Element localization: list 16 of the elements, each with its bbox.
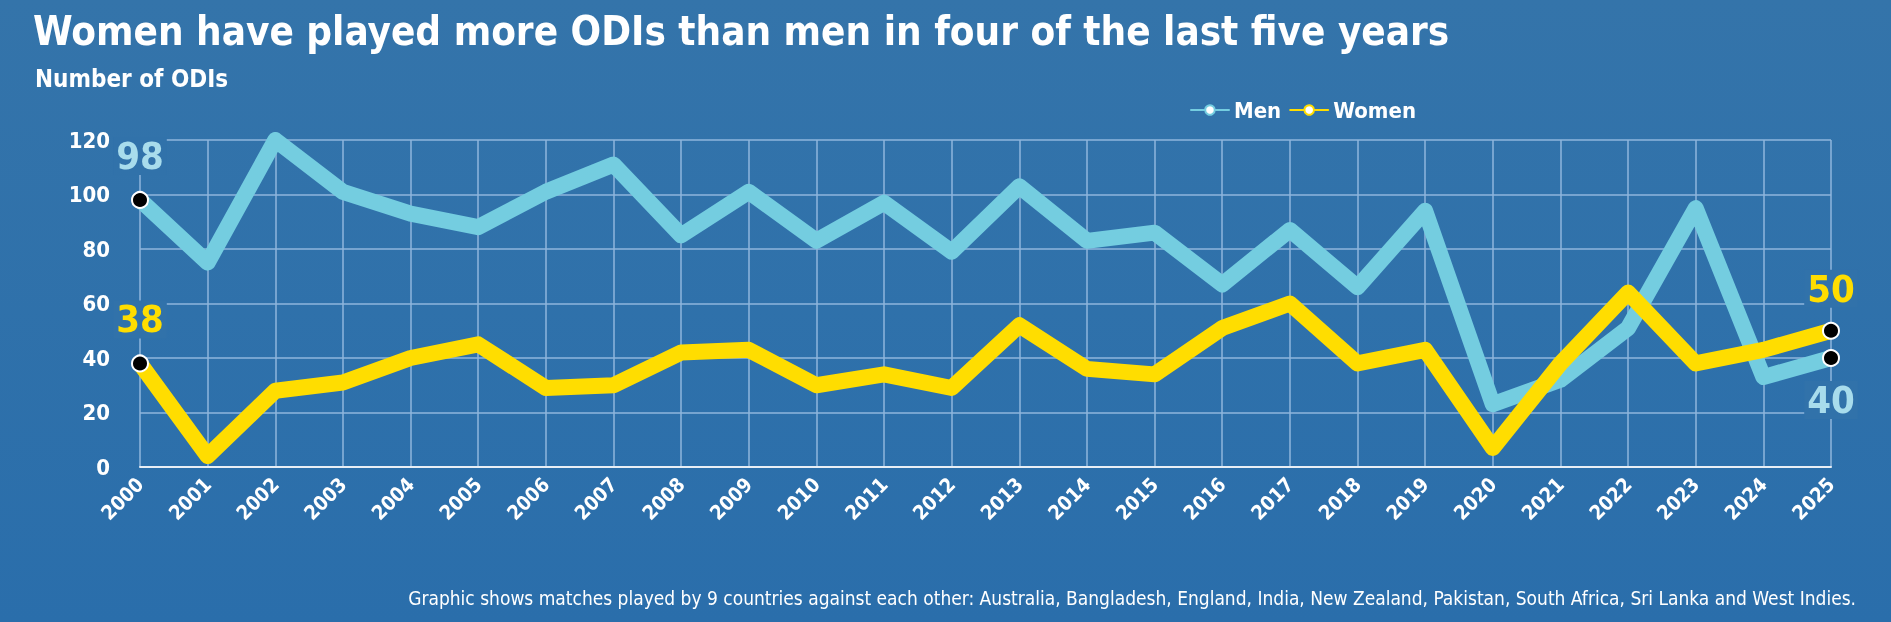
y-tick-label: 100 bbox=[68, 182, 110, 207]
data-label: 38 bbox=[116, 297, 164, 342]
y-tick-label: 20 bbox=[82, 400, 110, 425]
legend-label: Women bbox=[1333, 97, 1417, 123]
data-label: 50 bbox=[1807, 266, 1855, 311]
y-tick-label: 0 bbox=[96, 454, 110, 480]
data-label: 98 bbox=[116, 133, 164, 178]
y-tick-label: 40 bbox=[82, 345, 110, 371]
chart-subtitle: Number of ODIs bbox=[35, 65, 229, 93]
legend-label: Men bbox=[1233, 97, 1282, 123]
text: Graphic shows matches played by 9 countries against each other: Australia, Bangladesh, England, India, New Zealand, Pakistan, South Africa, Sri Lanka and West Indies. bbox=[408, 586, 1857, 609]
y-tick-label: 120 bbox=[68, 127, 110, 153]
chart-title: Women have played more ODIs than men in four of the last five years bbox=[33, 8, 1450, 54]
y-tick-label: 80 bbox=[82, 236, 110, 262]
data-label: 40 bbox=[1807, 378, 1855, 422]
y-tick-label: 60 bbox=[82, 291, 110, 316]
